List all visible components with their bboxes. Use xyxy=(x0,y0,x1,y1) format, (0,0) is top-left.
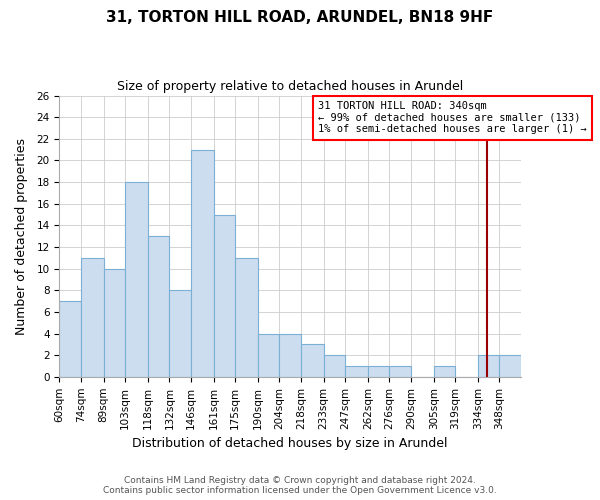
Y-axis label: Number of detached properties: Number of detached properties xyxy=(15,138,28,334)
Bar xyxy=(345,366,368,377)
Bar xyxy=(258,334,280,377)
Text: 31 TORTON HILL ROAD: 340sqm
← 99% of detached houses are smaller (133)
1% of sem: 31 TORTON HILL ROAD: 340sqm ← 99% of det… xyxy=(318,101,587,134)
Bar xyxy=(368,366,389,377)
Bar xyxy=(434,366,455,377)
Text: Contains HM Land Registry data © Crown copyright and database right 2024.
Contai: Contains HM Land Registry data © Crown c… xyxy=(103,476,497,495)
Bar xyxy=(59,301,81,377)
Bar xyxy=(478,355,499,377)
Bar xyxy=(169,290,191,377)
Bar xyxy=(125,182,148,377)
Bar xyxy=(499,355,521,377)
Bar xyxy=(148,236,169,377)
Bar xyxy=(191,150,214,377)
Bar xyxy=(301,344,324,377)
Text: 31, TORTON HILL ROAD, ARUNDEL, BN18 9HF: 31, TORTON HILL ROAD, ARUNDEL, BN18 9HF xyxy=(106,10,494,25)
Title: Size of property relative to detached houses in Arundel: Size of property relative to detached ho… xyxy=(117,80,463,93)
Bar xyxy=(280,334,301,377)
Bar xyxy=(214,214,235,377)
Bar xyxy=(389,366,411,377)
Bar xyxy=(324,355,345,377)
Bar xyxy=(235,258,258,377)
Bar xyxy=(104,268,125,377)
X-axis label: Distribution of detached houses by size in Arundel: Distribution of detached houses by size … xyxy=(133,437,448,450)
Bar xyxy=(81,258,104,377)
